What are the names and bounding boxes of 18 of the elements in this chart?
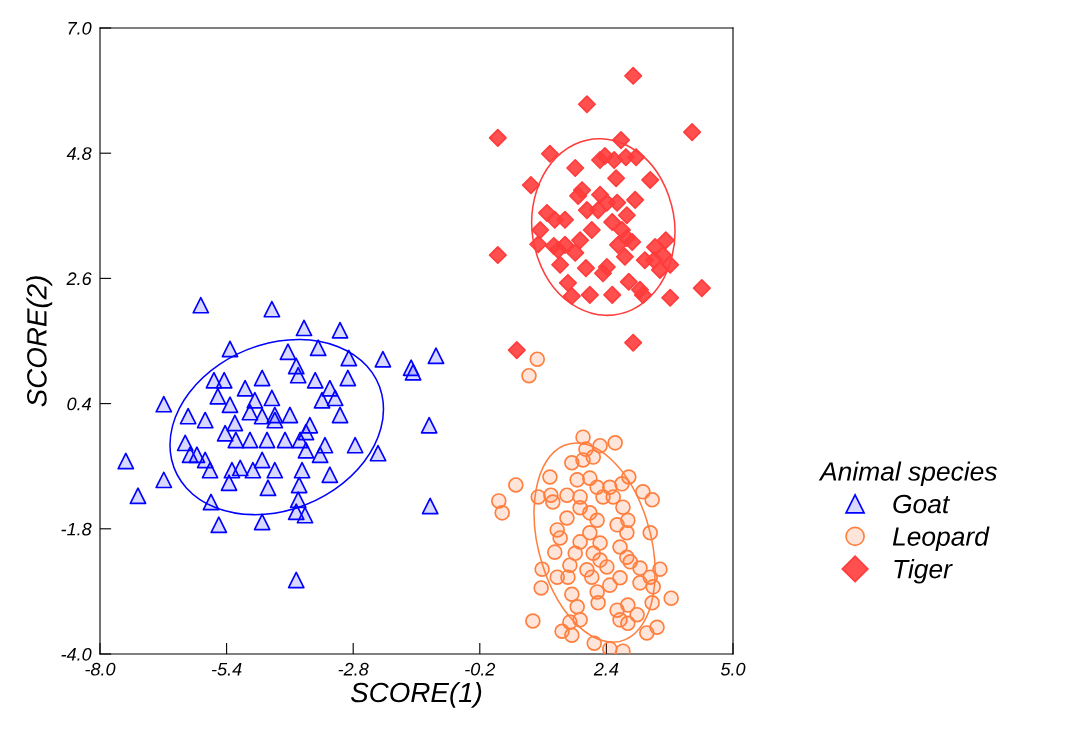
y-tick-label: -4.0 xyxy=(61,647,92,661)
x-tick-label: 2.4 xyxy=(593,662,619,676)
x-tick-label: 5.0 xyxy=(720,662,746,676)
legend-label: Leopard xyxy=(892,526,990,552)
y-tick-label: 2.6 xyxy=(66,272,92,286)
y-tick-label: -1.8 xyxy=(61,522,92,536)
x-tick-label: -0.2 xyxy=(465,662,496,676)
y-tick-label: 0.4 xyxy=(67,397,91,411)
legend-title: Animal species xyxy=(818,461,997,487)
x-tick-label: -5.4 xyxy=(211,663,242,676)
legend-label: Goat xyxy=(893,494,951,514)
x-axis-title: SCORE(1) xyxy=(350,681,482,708)
legend-label: Tiger xyxy=(894,559,953,584)
y-axis-title: SCORE(2) xyxy=(26,276,53,407)
y-tick-label: 4.8 xyxy=(66,147,92,160)
x-tick-label: -2.8 xyxy=(338,662,369,676)
y-tick-label: 7.0 xyxy=(68,21,92,35)
x-tick-label: -8.0 xyxy=(85,662,116,676)
